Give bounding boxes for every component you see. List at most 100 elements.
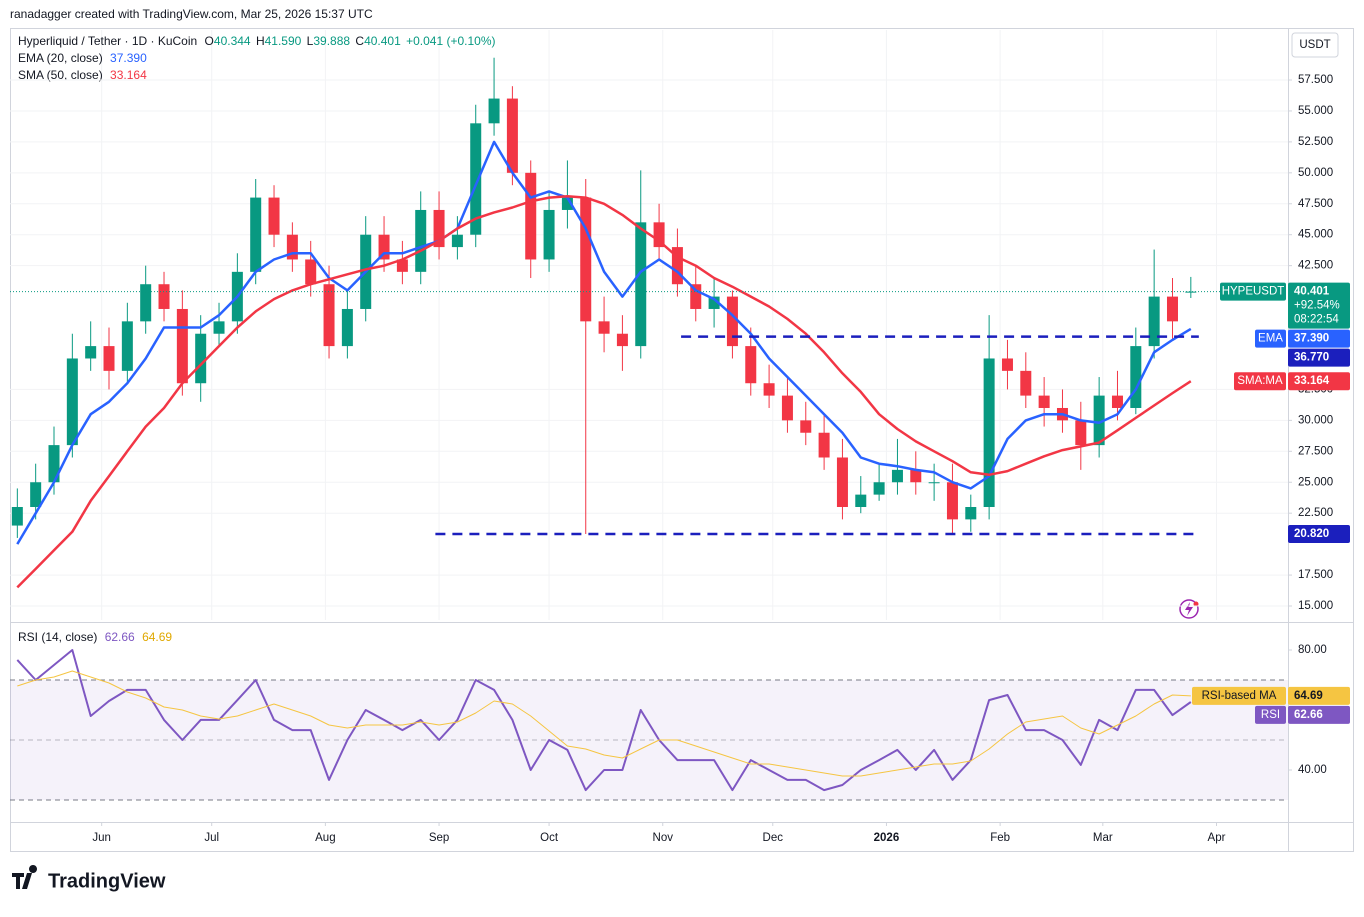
price-box-label: 62.66 <box>1294 709 1323 721</box>
candle-body <box>140 284 152 322</box>
legend-key: C <box>355 34 364 48</box>
x-tick-label: Oct <box>540 832 559 844</box>
candle-body <box>305 259 317 285</box>
candle-body <box>818 432 830 458</box>
candle-body <box>910 469 922 483</box>
candle-body <box>745 346 757 384</box>
credit: ranadagger created with TradingView.com,… <box>10 7 373 21</box>
tag-box <box>1255 329 1286 348</box>
candle-body <box>891 469 903 483</box>
price-box-label: 40.401 <box>1294 286 1330 298</box>
tag-box <box>1255 705 1286 724</box>
candle-body <box>1166 296 1178 322</box>
legend-key: L <box>307 34 314 48</box>
candle-body <box>213 321 225 334</box>
candle-body <box>946 482 958 520</box>
tag-label: HYPEUSDT <box>1222 286 1285 298</box>
x-tick-label: Jun <box>92 832 111 844</box>
logo-mark <box>12 865 38 889</box>
candle-body <box>983 358 995 508</box>
candle-body <box>286 234 298 260</box>
y-tick-label: 42.500 <box>1298 260 1333 272</box>
candle-body <box>433 209 445 248</box>
legend-change: +0.041 (+0.10%) <box>406 34 495 48</box>
footer-brand: TradingView <box>48 870 166 892</box>
series-line <box>16 195 1192 589</box>
x-tick-label: Aug <box>315 832 335 844</box>
main-legend: Hyperliquid / Tether · 1D · KuCoin O40.3… <box>18 34 496 48</box>
price-box <box>1288 524 1350 543</box>
series-line <box>16 140 1192 545</box>
candle-body <box>781 395 793 421</box>
candle-body <box>103 346 115 371</box>
candle-body <box>48 445 60 483</box>
price-box-label: 33.164 <box>1294 375 1330 387</box>
plot-area <box>10 57 1288 607</box>
candle-body <box>30 482 42 508</box>
y-tick-label: 15.000 <box>1298 600 1333 612</box>
x-tick-label: 2026 <box>874 832 900 844</box>
pane: 15.00017.50022.50025.00027.50030.00032.5… <box>10 57 1350 612</box>
y-tick-label: 40.00 <box>1298 764 1327 776</box>
candle-body <box>506 98 518 173</box>
legend-name: SMA (50, close) <box>18 68 103 82</box>
legend-key: O <box>205 34 214 48</box>
legend-value: 62.66 <box>105 630 135 644</box>
legend-value: 39.888 <box>313 34 350 48</box>
candle-body <box>653 222 665 248</box>
candle-body <box>121 321 133 371</box>
legend-value: 37.390 <box>110 51 147 65</box>
legend-value: 33.164 <box>110 68 147 82</box>
candle-body <box>561 197 573 210</box>
legend-value: 64.69 <box>142 630 172 644</box>
candle-body <box>763 383 775 396</box>
price-box <box>1288 705 1350 724</box>
tag-label: RSI <box>1261 709 1280 721</box>
candle-body <box>378 234 390 260</box>
candle-body <box>1075 420 1087 446</box>
footer-logo: TradingView <box>12 865 166 892</box>
candle-body <box>690 284 702 309</box>
price-box <box>1288 329 1350 348</box>
y-tick-label: 17.500 <box>1298 569 1333 581</box>
y-tick-label: 47.500 <box>1298 198 1333 210</box>
candle-body <box>250 197 262 272</box>
tag-box <box>1234 372 1286 391</box>
price-box-label: 64.69 <box>1294 690 1323 702</box>
candle-body <box>158 284 170 309</box>
y-tick-label: 25.000 <box>1298 476 1333 488</box>
legend-key: H <box>256 34 265 48</box>
legend-name: RSI (14, close) <box>18 630 97 644</box>
candle-body <box>635 222 647 347</box>
legend-value: 40.401 <box>364 34 401 48</box>
price-box <box>1288 686 1350 705</box>
price-box-label: 37.390 <box>1294 333 1329 345</box>
candle-body <box>1185 291 1197 293</box>
y-tick-label: 57.500 <box>1298 74 1333 86</box>
candle-body <box>598 321 610 334</box>
candle-body <box>415 209 427 272</box>
tag-label: EMA <box>1258 333 1283 345</box>
candle-body <box>543 209 555 260</box>
legend-name: EMA (20, close) <box>18 51 103 65</box>
candle-body <box>1148 296 1160 347</box>
x-tick-label: Sep <box>429 832 449 844</box>
candle-body <box>855 494 867 508</box>
candle-body <box>1020 370 1032 396</box>
price-box-label: 08:22:54 <box>1294 314 1339 326</box>
candle-body <box>176 308 188 384</box>
legend-value: 41.590 <box>265 34 302 48</box>
y-tick-label: 55.000 <box>1298 105 1333 117</box>
candle-body <box>1038 395 1050 408</box>
candle-body <box>11 507 23 526</box>
candle-body <box>1111 395 1123 408</box>
plot-area <box>10 649 1288 801</box>
frame <box>10 28 1354 852</box>
candle-body <box>268 197 280 235</box>
candle-body <box>726 296 738 347</box>
candle-body <box>195 333 207 384</box>
candle-body <box>66 358 78 446</box>
currency-button[interactable] <box>1291 32 1339 58</box>
candle-body <box>341 308 353 347</box>
